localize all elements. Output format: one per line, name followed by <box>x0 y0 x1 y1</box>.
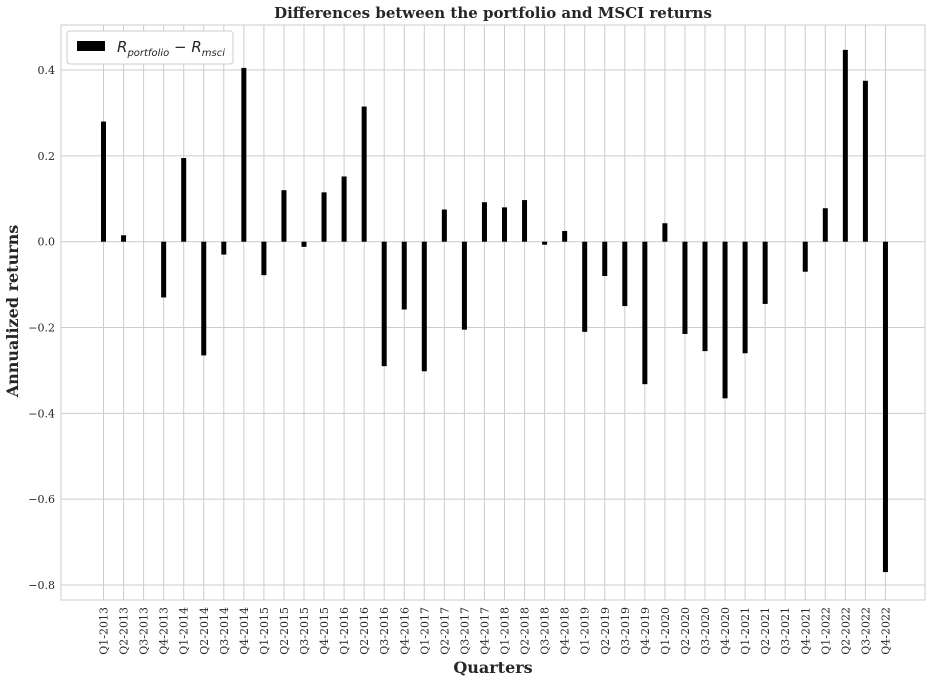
x-tick-label: Q4-2022 <box>879 607 892 655</box>
x-tick-label: Q2-2019 <box>599 607 612 655</box>
bar-Q2-2020 <box>682 242 687 334</box>
bar-Q1-2017 <box>422 242 427 372</box>
x-tick-label: Q2-2017 <box>438 607 451 655</box>
bar-Q4-2016 <box>402 242 407 310</box>
bar-Q4-2021 <box>803 242 808 272</box>
bar-Q4-2015 <box>322 192 327 241</box>
x-tick-label: Q2-2021 <box>759 607 772 655</box>
bar-Q2-2013 <box>121 235 126 241</box>
bar-Q1-2020 <box>662 223 667 241</box>
y-tick-label: −0.8 <box>28 579 55 592</box>
y-tick-label: 0.0 <box>38 236 56 249</box>
y-tick-label: 0.2 <box>38 150 56 163</box>
plot-frame <box>61 25 925 600</box>
bar-Q3-2016 <box>382 242 387 366</box>
y-axis-ticks: −0.8 −0.6 −0.4 −0.2 0.0 0.2 0.4 <box>28 64 55 592</box>
x-tick-label: Q2-2015 <box>278 607 291 655</box>
bar-Q4-2020 <box>723 242 728 399</box>
x-tick-label: Q2-2022 <box>839 607 852 655</box>
bar-Q1-2014 <box>181 158 186 242</box>
x-tick-label: Q2-2020 <box>679 607 692 655</box>
x-tick-label: Q3-2018 <box>539 607 552 655</box>
bar-Q2-2014 <box>201 242 206 356</box>
bar-Q4-2018 <box>562 231 567 242</box>
x-tick-label: Q1-2014 <box>178 607 191 655</box>
bar-Q1-2013 <box>101 122 106 242</box>
bar-Q4-2014 <box>241 68 246 242</box>
x-tick-label: Q3-2022 <box>859 607 872 655</box>
y-tick-label: 0.4 <box>38 64 56 77</box>
x-tick-label: Q3-2020 <box>699 607 712 655</box>
y-tick-label: −0.2 <box>28 322 55 335</box>
x-tick-label: Q2-2013 <box>118 607 131 655</box>
bar-Q1-2016 <box>342 176 347 241</box>
x-tick-label: Q3-2014 <box>218 607 231 655</box>
x-axis-ticks: Q1-2013 Q2-2013 Q3-2013 Q4-2013 Q1-2014 Q2-20… <box>98 607 893 655</box>
x-tick-label: Q2-2016 <box>358 607 371 655</box>
x-tick-label: Q2-2018 <box>519 607 532 655</box>
bar-Q2-2015 <box>281 190 286 241</box>
x-axis-label: Quarters <box>453 658 532 677</box>
bar-Q4-2019 <box>642 242 647 384</box>
x-tick-label: Q2-2014 <box>198 607 211 655</box>
bar-Q2-2019 <box>602 242 607 276</box>
x-tick-label: Q1-2018 <box>499 607 512 655</box>
x-tick-label: Q4-2015 <box>318 607 331 655</box>
legend-swatch <box>77 41 105 51</box>
bar-Q2-2018 <box>522 200 527 242</box>
bar-Q3-2017 <box>462 242 467 330</box>
bar-Q4-2013 <box>161 242 166 298</box>
legend: Rportfolio − Rmsci <box>67 31 233 64</box>
x-tick-label: Q1-2021 <box>739 607 752 655</box>
x-tick-label: Q1-2017 <box>418 607 431 655</box>
grid <box>61 25 925 600</box>
x-tick-label: Q1-2013 <box>98 607 111 655</box>
bar-Q1-2021 <box>743 242 748 354</box>
x-tick-label: Q3-2019 <box>619 607 632 655</box>
bar-Q2-2016 <box>362 107 367 242</box>
x-tick-label: Q1-2019 <box>579 607 592 655</box>
bar-Q3-2019 <box>622 242 627 306</box>
x-tick-label: Q1-2020 <box>659 607 672 655</box>
x-tick-label: Q3-2017 <box>458 607 471 655</box>
x-tick-label: Q1-2015 <box>258 607 271 655</box>
x-tick-label: Q3-2016 <box>378 607 391 655</box>
x-tick-label: Q4-2016 <box>398 607 411 655</box>
bar-Q4-2017 <box>482 202 487 241</box>
bar-Q2-2021 <box>763 242 768 304</box>
bar-Q3-2015 <box>302 242 307 247</box>
bar-Q1-2019 <box>582 242 587 332</box>
bar-Q1-2018 <box>502 207 507 241</box>
x-tick-label: Q1-2022 <box>819 607 832 655</box>
bar-Q1-2022 <box>823 208 828 241</box>
bar-Q3-2020 <box>703 242 708 351</box>
bars <box>101 50 888 572</box>
x-tick-label: Q4-2014 <box>238 607 251 655</box>
x-tick-label: Q4-2021 <box>799 607 812 655</box>
x-tick-label: Q4-2018 <box>559 607 572 655</box>
x-tick-label: Q3-2015 <box>298 607 311 655</box>
x-tick-label: Q4-2013 <box>158 607 171 655</box>
bar-Q3-2014 <box>221 242 226 255</box>
y-tick-label: −0.6 <box>28 493 55 506</box>
x-tick-label: Q3-2021 <box>779 607 792 655</box>
y-axis-label: Annualized returns <box>3 225 22 399</box>
x-tick-label: Q1-2016 <box>338 607 351 655</box>
bar-Q1-2015 <box>261 242 266 275</box>
x-tick-label: Q4-2020 <box>719 607 732 655</box>
x-tick-label: Q4-2019 <box>639 607 652 655</box>
x-tick-label: Q3-2013 <box>138 607 151 655</box>
bar-Q3-2018 <box>542 242 547 245</box>
x-tick-label: Q4-2017 <box>478 607 491 655</box>
bar-Q3-2022 <box>863 81 868 242</box>
y-tick-label: −0.4 <box>28 407 55 420</box>
chart-title: Differences between the portfolio and MS… <box>274 4 712 22</box>
bar-Q4-2022 <box>883 242 888 572</box>
bar-Q2-2022 <box>843 50 848 242</box>
bar-Q2-2017 <box>442 210 447 242</box>
